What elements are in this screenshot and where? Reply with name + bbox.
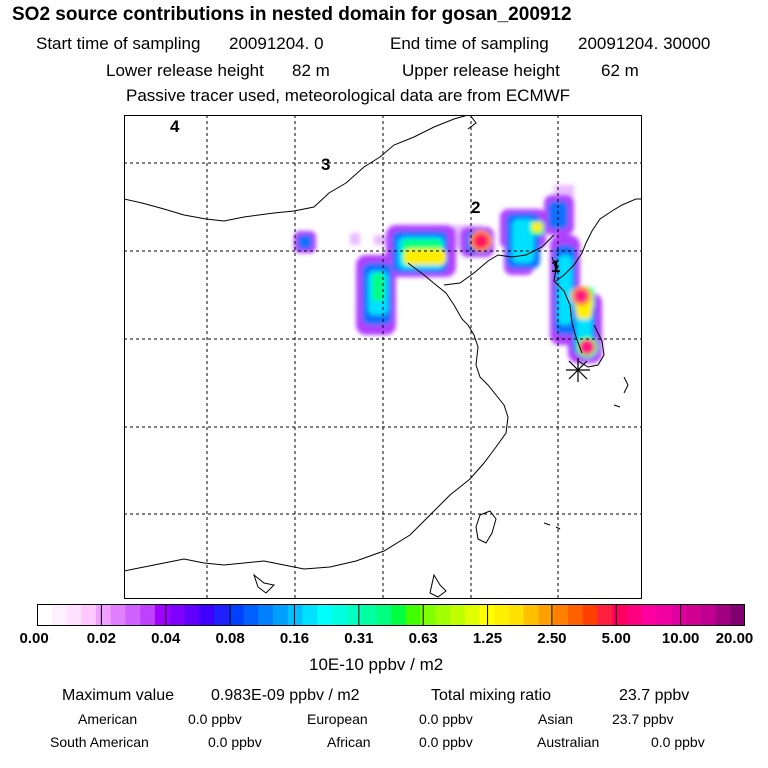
colorbar-cell — [140, 604, 156, 626]
colorbar-tick-label: 0.63 — [408, 630, 438, 647]
region-label-2: 2 — [471, 198, 480, 217]
asterisk-icon — [566, 358, 590, 382]
colorbar-cell — [612, 604, 628, 626]
region-label-1: 1 — [551, 257, 560, 276]
tracer-note: Passive tracer used, meteorological data… — [126, 86, 571, 105]
region-european-name: European — [307, 711, 368, 727]
start-time-value: 20091204. 0 — [229, 34, 324, 53]
colorbar-tick-label: 0.04 — [151, 630, 181, 647]
concentration-map: 4 3 2 1 — [124, 115, 642, 599]
colorbar-cell — [671, 604, 687, 626]
upper-release-value: 62 m — [601, 61, 639, 80]
upper-release-label: Upper release height — [402, 61, 560, 80]
colorbar — [37, 604, 745, 626]
colorbar-cell — [273, 604, 289, 626]
colorbar-cell — [81, 604, 97, 626]
region-australian-name: Australian — [537, 734, 600, 750]
colorbar-cell — [96, 604, 112, 626]
colorbar-tick-label: 0.08 — [215, 630, 245, 647]
colorbar-tick-label: 0.02 — [86, 630, 116, 647]
region-european-value: 0.0 ppbv — [419, 711, 473, 727]
page-title: SO2 source contributions in nested domai… — [12, 4, 572, 25]
colorbar-cell — [435, 604, 451, 626]
colorbar-cell — [509, 604, 525, 626]
colorbar-cell — [155, 604, 171, 626]
colorbar-cell — [199, 604, 215, 626]
colorbar-cell — [228, 604, 244, 626]
start-time-label: Start time of sampling — [36, 34, 201, 53]
map-frame — [124, 115, 642, 599]
lower-release-value: 82 m — [292, 61, 330, 80]
total-mixing-value: 23.7 ppbv — [619, 687, 690, 704]
colorbar-cell — [376, 604, 392, 626]
end-time-label: End time of sampling — [390, 34, 549, 53]
colorbar-units: 10E-10 ppbv / m2 — [309, 655, 444, 674]
lower-release-label: Lower release height — [106, 61, 264, 80]
colorbar-cell — [538, 604, 554, 626]
colorbar-cell — [37, 604, 53, 626]
colorbar-cell — [523, 604, 539, 626]
colorbar-cell — [627, 604, 643, 626]
colorbar-cell — [730, 604, 745, 626]
colorbar-cell — [700, 604, 716, 626]
colorbar-cell — [51, 604, 67, 626]
colorbar-cell — [302, 604, 318, 626]
colorbar-cell — [317, 604, 333, 626]
region-label-3: 3 — [321, 155, 330, 174]
colorbar-cell — [287, 604, 303, 626]
colorbar-cell — [110, 604, 126, 626]
colorbar-cell — [258, 604, 274, 626]
colorbar-cell — [214, 604, 230, 626]
colorbar-cell — [686, 604, 702, 626]
colorbar-cell — [715, 604, 731, 626]
colorbar-cell — [391, 604, 407, 626]
region-south-american-name: South American — [50, 734, 149, 750]
region-asian-value: 23.7 ppbv — [612, 711, 674, 727]
colorbar-cell — [553, 604, 569, 626]
end-time-value: 20091204. 30000 — [578, 34, 711, 53]
coastlines — [124, 115, 642, 598]
colorbar-tick-label: 1.25 — [472, 630, 503, 647]
colorbar-tick-label: 5.00 — [601, 630, 631, 647]
colorbar-cell — [332, 604, 348, 626]
colorbar-cell — [597, 604, 613, 626]
colorbar-cell — [405, 604, 421, 626]
total-mixing-label: Total mixing ratio — [431, 687, 552, 704]
plume-layer — [294, 185, 602, 363]
region-south-american-value: 0.0 ppbv — [208, 734, 262, 750]
colorbar-cell — [464, 604, 480, 626]
map-grid — [124, 115, 642, 599]
region-label-4: 4 — [170, 117, 180, 136]
region-australian-value: 0.0 ppbv — [651, 734, 705, 750]
region-asian-name: Asian — [538, 711, 574, 727]
colorbar-tick-label: 0.16 — [279, 630, 310, 647]
colorbar-cell — [346, 604, 362, 626]
colorbar-tick-label: 0.00 — [19, 630, 49, 647]
region-african-value: 0.0 ppbv — [419, 734, 473, 750]
colorbar-cell — [169, 604, 185, 626]
max-value-label: Maximum value — [62, 687, 175, 704]
colorbar-cell — [568, 604, 584, 626]
region-american-value: 0.0 ppbv — [188, 711, 242, 727]
colorbar-cell — [582, 604, 598, 626]
max-value: 0.983E-09 ppbv / m2 — [211, 687, 360, 704]
colorbar-cell — [656, 604, 672, 626]
colorbar-cell — [494, 604, 510, 626]
colorbar-tick-label: 0.31 — [344, 630, 374, 647]
colorbar-frame — [37, 604, 745, 626]
colorbar-cell — [641, 604, 657, 626]
colorbar-tick-label: 10.00 — [661, 630, 700, 647]
colorbar-cell — [184, 604, 200, 626]
colorbar-tick-label: 20.00 — [715, 630, 754, 647]
colorbar-tick-label: 2.50 — [537, 630, 567, 647]
colorbar-cell — [243, 604, 259, 626]
region-african-name: African — [327, 734, 371, 750]
colorbar-cell — [125, 604, 141, 626]
colorbar-cell — [361, 604, 377, 626]
colorbar-cell — [450, 604, 466, 626]
colorbar-cell — [420, 604, 436, 626]
colorbar-cell — [66, 604, 82, 626]
region-american-name: American — [78, 711, 138, 727]
